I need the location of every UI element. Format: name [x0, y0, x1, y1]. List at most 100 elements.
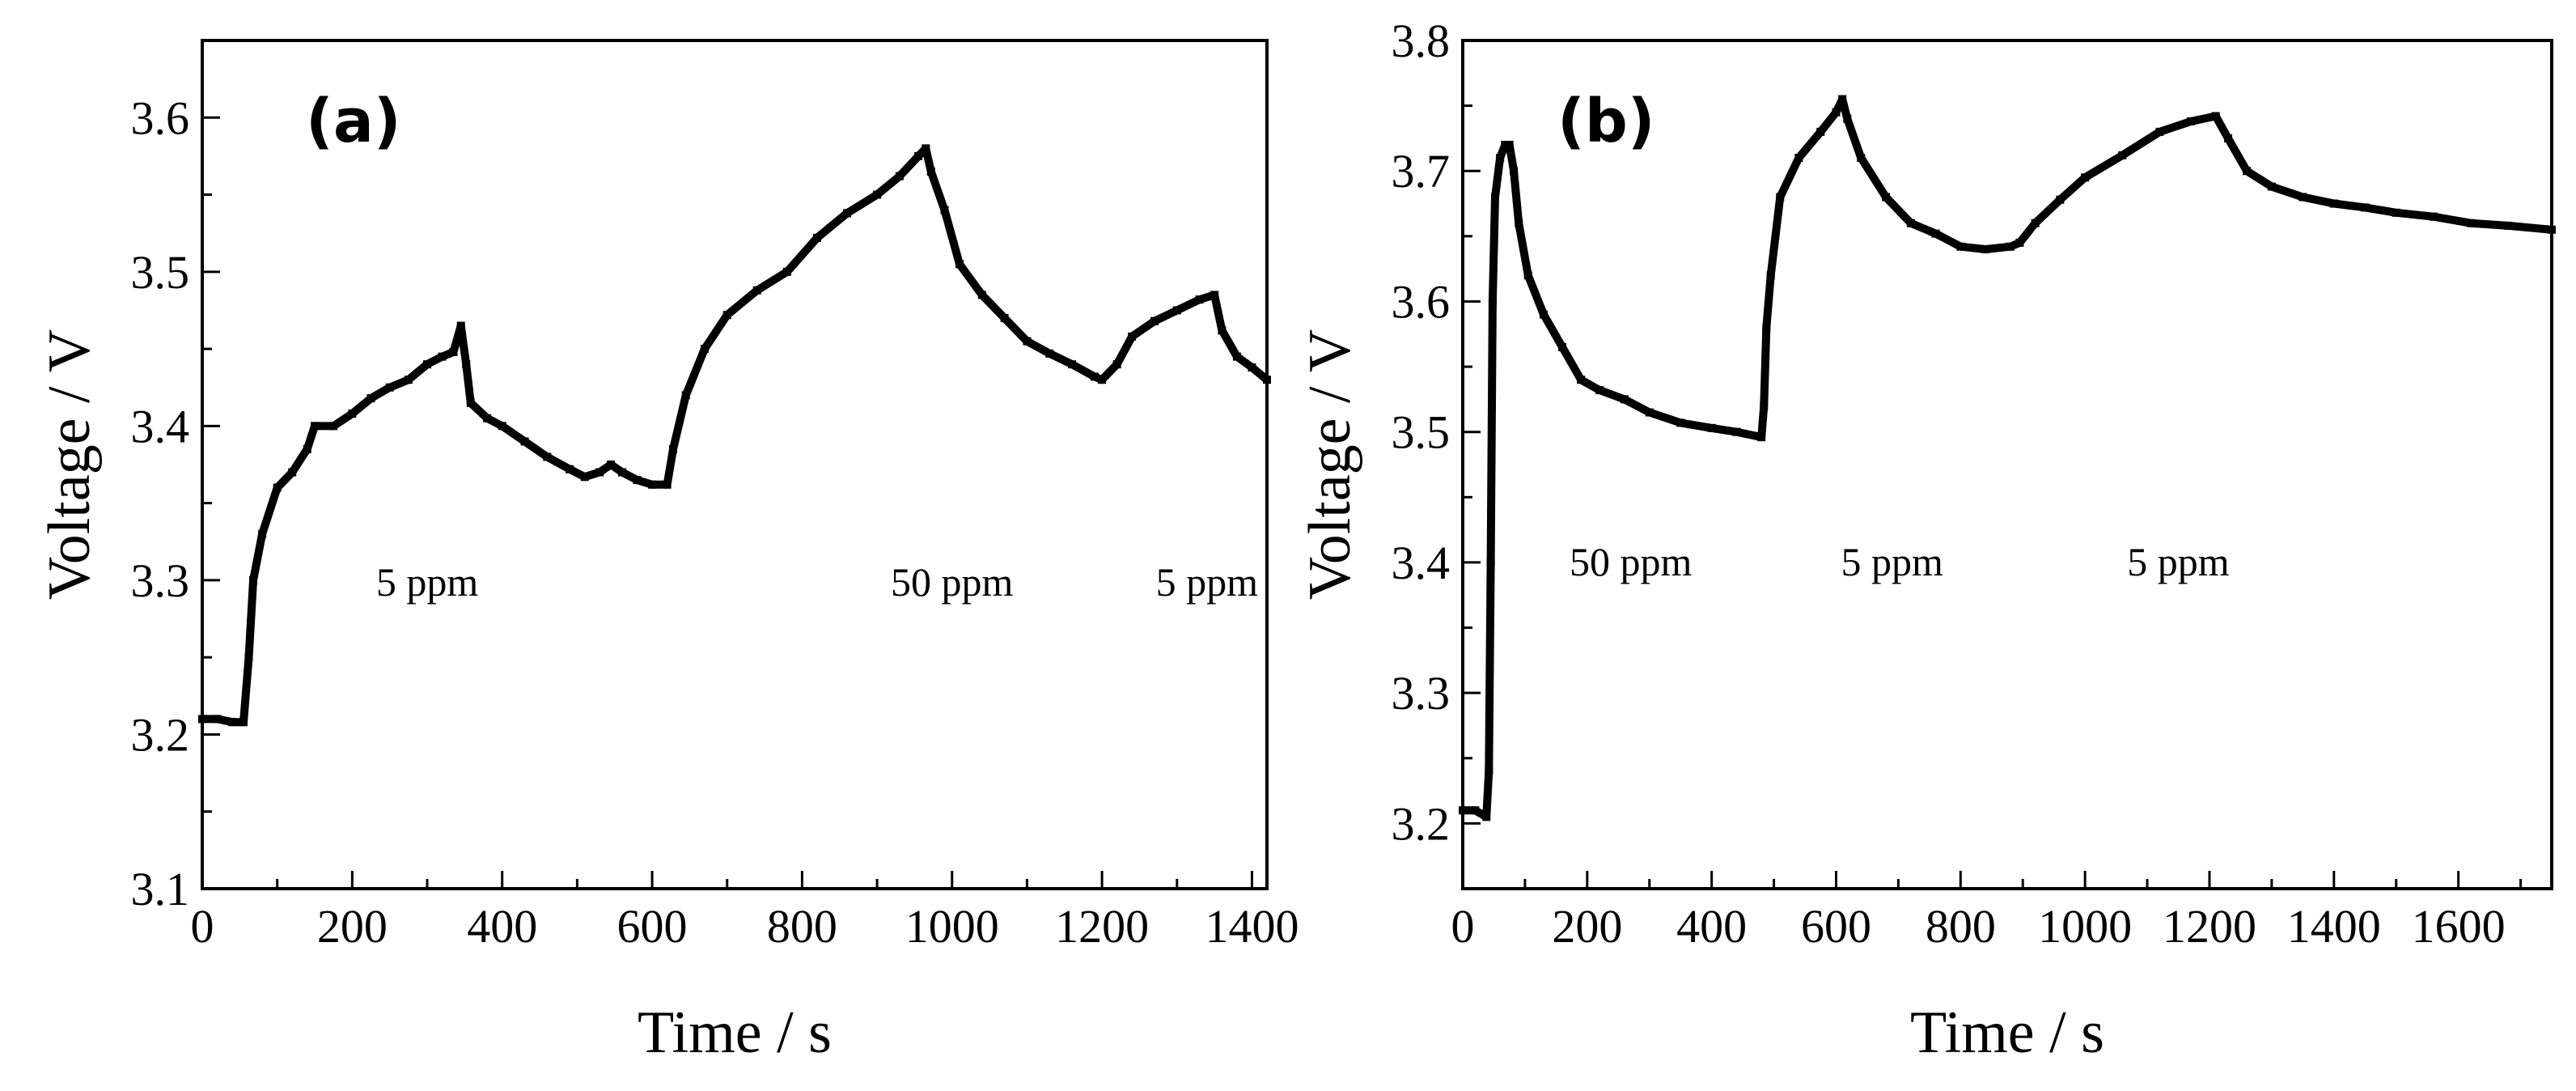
concentration-annotation: 5 ppm	[376, 559, 479, 605]
x-tick-label: 1000	[2038, 900, 2132, 953]
data-point	[1757, 433, 1766, 442]
data-point	[1485, 766, 1493, 775]
series-layer	[198, 144, 1271, 727]
y-tick-label: 3.3	[1392, 667, 1451, 720]
data-point	[922, 144, 930, 153]
data-point	[1090, 372, 1099, 381]
chart-panel-b: (b) Time / s Voltage / V 0 200 400 600 800 10…	[1297, 15, 2556, 1066]
data-point	[303, 444, 311, 453]
data-point	[1248, 363, 1256, 371]
y-tick-label: 3.2	[1392, 797, 1451, 850]
data-point	[595, 468, 604, 477]
data-point	[1128, 332, 1137, 341]
data-point	[1000, 313, 1009, 322]
panel-label: (b)	[1557, 87, 1655, 156]
data-point	[273, 483, 282, 492]
data-point	[1762, 323, 1771, 332]
annotations: 50 ppm 5 ppm 5 ppm	[1570, 539, 2230, 584]
data-point	[782, 267, 791, 276]
data-point	[1112, 360, 1121, 369]
data-point	[1760, 401, 1769, 410]
data-point	[1676, 418, 1685, 427]
data-point	[700, 345, 709, 354]
x-tick-label: 800	[1926, 900, 1996, 953]
x-axis-title: Time / s	[638, 1000, 832, 1066]
data-point	[543, 452, 552, 461]
data-point	[1515, 219, 1523, 227]
data-point	[1838, 95, 1847, 104]
series-line	[1459, 95, 2556, 821]
data-point	[1195, 295, 1204, 304]
data-point	[1098, 376, 1107, 384]
y-tick-label: 3.3	[131, 554, 190, 607]
y-tick-label: 3.5	[131, 246, 190, 299]
data-point	[977, 291, 986, 299]
x-tick-label: 1200	[2163, 900, 2256, 953]
y-axis-title: Voltage / V	[1297, 329, 1363, 600]
data-point	[1558, 342, 1567, 351]
x-tick-label: 200	[1552, 900, 1622, 953]
data-point	[438, 352, 447, 361]
data-point	[1906, 219, 1915, 227]
data-point	[2467, 219, 2476, 227]
y-axis-title: Voltage / V	[36, 329, 103, 600]
x-tick-label: 0	[1451, 900, 1475, 953]
y-tick-label: 3.7	[1392, 145, 1451, 197]
data-point	[1776, 193, 1785, 202]
data-point	[873, 190, 882, 199]
data-point	[1816, 127, 1825, 136]
y-tick-label: 3.4	[1392, 537, 1451, 589]
y-tick-label: 3.8	[1392, 15, 1451, 67]
data-point	[385, 383, 394, 392]
data-point	[483, 414, 492, 422]
data-point	[2031, 219, 2040, 227]
x-tick-label: 400	[467, 900, 537, 953]
tick-labels: 0 200 400 600 800 1000 1200 1400 3.1 3.2 3.3 3.4 3.5…	[131, 91, 1299, 953]
data-point	[926, 167, 935, 176]
data-point	[617, 468, 626, 477]
data-point	[1794, 154, 1803, 163]
data-point	[2211, 112, 2220, 121]
data-point	[311, 422, 320, 431]
data-point	[1045, 349, 1054, 358]
data-point	[648, 480, 657, 489]
data-point	[1707, 423, 1716, 432]
concentration-annotation: 50 ppm	[891, 559, 1014, 605]
data-point	[1510, 167, 1519, 176]
x-tick-label: 600	[617, 900, 688, 953]
y-tick-label: 3.2	[131, 708, 190, 761]
data-point	[566, 465, 574, 473]
data-point	[2361, 203, 2370, 212]
data-point	[2392, 208, 2400, 217]
data-point	[1882, 193, 1891, 202]
data-point	[456, 321, 465, 330]
data-point	[466, 398, 475, 407]
data-point	[1832, 108, 1841, 117]
x-tick-label: 200	[317, 900, 388, 953]
data-point	[2015, 238, 2024, 247]
data-point	[1150, 316, 1159, 325]
x-tick-label: 1400	[1205, 900, 1299, 953]
data-point	[1577, 376, 1586, 384]
data-point	[1843, 114, 1852, 123]
data-point	[812, 233, 821, 242]
x-tick-label: 0	[191, 900, 214, 953]
data-point	[288, 468, 297, 477]
data-point	[1766, 271, 1775, 280]
annotations: 5 ppm 50 ppm 5 ppm	[376, 559, 1258, 605]
data-point	[2056, 195, 2065, 204]
data-point	[1956, 242, 1965, 251]
data-point	[520, 437, 529, 446]
data-point	[423, 360, 432, 369]
data-point	[1490, 193, 1499, 202]
data-point	[1471, 806, 1480, 815]
data-point	[239, 718, 248, 727]
concentration-annotation: 5 ppm	[2127, 539, 2230, 584]
data-point	[404, 376, 413, 384]
data-point	[940, 206, 949, 214]
data-point	[681, 391, 690, 400]
data-point	[2081, 173, 2090, 182]
data-point	[1505, 140, 1514, 149]
data-point	[329, 422, 338, 431]
